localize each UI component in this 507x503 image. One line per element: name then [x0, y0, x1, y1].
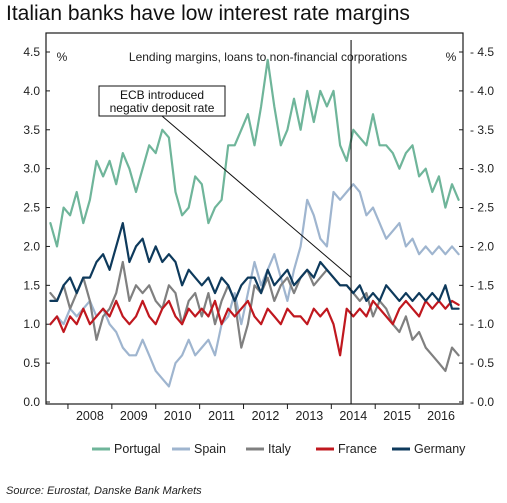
annotation-line-2: negativ deposit rate: [110, 101, 215, 115]
x-axis: 2008 2009 2010 2011 2012 2013 2014 2015 2016: [67, 404, 455, 423]
series-line-france: [49, 299, 460, 357]
annotation-box: [98, 85, 226, 117]
left-unit-label: %: [57, 50, 68, 64]
legend-label: Spain: [194, 442, 226, 456]
series-line-germany: [49, 222, 460, 310]
right-y-tick-label: - 2.0: [470, 239, 494, 253]
x-tick-label: 2010: [164, 409, 192, 423]
right-y-tick-label: - 1.0: [470, 317, 494, 331]
x-tick-label: 2016: [427, 409, 455, 423]
legend-label: Germany: [414, 442, 466, 456]
y-tick-label: 3.5: [23, 123, 40, 137]
right-unit-label: %: [446, 50, 457, 64]
legend-label: Italy: [268, 442, 292, 456]
legend-label: Portugal: [114, 442, 161, 456]
x-tick-label: 2011: [208, 409, 235, 423]
x-tick-label: 2015: [383, 409, 411, 423]
annotation-line-1: ECB introduced: [120, 88, 204, 102]
x-tick-label: 2008: [76, 409, 104, 423]
x-tick-label: 2013: [295, 409, 323, 423]
y-tick-label: 2.5: [23, 201, 40, 215]
right-y-tick-label: - 3.5: [470, 123, 494, 137]
y-tick-label: 3.0: [23, 162, 40, 176]
x-tick-label: 2012: [252, 409, 280, 423]
y-axis: 0.0 - 0.0 0.5 - 0.5 1.0 - 1.0 1.5 - 1.5 2.0 - 2.0…: [23, 45, 494, 409]
series-line-portugal: [49, 58, 460, 248]
chart-subtitle: Lending margins, loans to non-financial …: [129, 50, 407, 64]
annotation-pointer-line: [161, 115, 352, 278]
y-tick-label: 1.5: [23, 278, 40, 292]
legend-label: France: [338, 442, 377, 456]
right-y-tick-label: - 2.5: [470, 201, 494, 215]
chart-title: Italian banks have low interest rate mar…: [6, 2, 410, 25]
annotation: ECB introduced negativ deposit rate: [98, 40, 352, 404]
source-note: Source: Eurostat, Danske Bank Markets: [6, 485, 202, 497]
series-line-spain: [49, 183, 460, 388]
right-y-tick-label: - 3.0: [470, 162, 494, 176]
y-tick-label: 0.5: [23, 356, 40, 370]
y-tick-label: 0.0: [23, 395, 40, 409]
legend: Portugal Spain Italy France Germany: [92, 442, 466, 456]
x-tick-label: 2014: [339, 409, 367, 423]
plot-border: [45, 32, 464, 405]
y-tick-label: 1.0: [23, 317, 40, 331]
x-tick-label: 2009: [120, 409, 148, 423]
y-tick-label: 4.5: [23, 45, 40, 59]
right-y-tick-label: - 1.5: [470, 278, 494, 292]
y-tick-label: 2.0: [23, 239, 40, 253]
y-tick-label: 4.0: [23, 84, 40, 98]
right-y-tick-label: - 0.0: [470, 395, 494, 409]
right-y-tick-label: - 4.0: [470, 84, 494, 98]
series-lines: [49, 58, 460, 388]
right-y-tick-label: - 0.5: [470, 356, 494, 370]
right-y-tick-label: - 4.5: [470, 45, 494, 59]
plot-frame: [45, 32, 464, 405]
series-line-italy: [49, 260, 460, 372]
